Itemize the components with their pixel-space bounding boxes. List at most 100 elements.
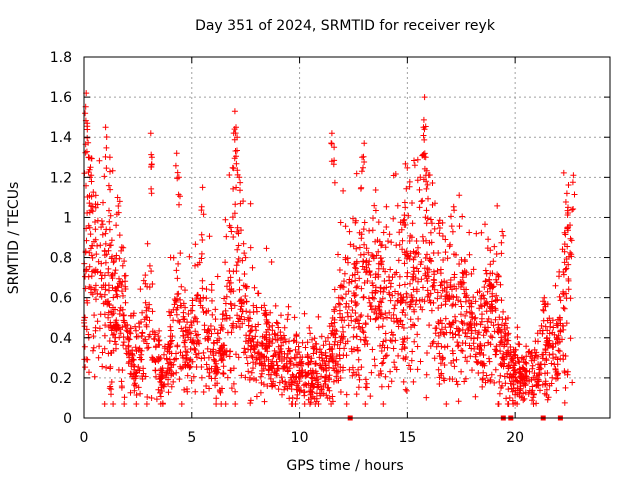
data-point xyxy=(196,259,203,266)
data-point xyxy=(295,349,302,356)
data-point xyxy=(426,322,433,329)
data-point xyxy=(309,343,316,350)
data-point xyxy=(412,301,419,308)
data-point xyxy=(466,251,473,258)
data-point xyxy=(184,331,191,338)
data-point xyxy=(553,354,559,361)
data-point xyxy=(128,371,135,378)
data-point xyxy=(405,253,412,259)
data-point xyxy=(434,289,441,296)
data-point xyxy=(242,374,249,381)
data-point xyxy=(278,312,284,319)
data-point xyxy=(116,307,123,314)
data-point xyxy=(354,347,361,354)
data-point xyxy=(544,317,551,324)
data-point xyxy=(106,302,113,309)
data-point xyxy=(523,360,530,367)
data-point xyxy=(106,154,113,161)
data-point xyxy=(291,337,298,344)
data-point xyxy=(148,190,155,197)
data-point xyxy=(528,357,535,364)
data-point xyxy=(261,398,268,405)
data-point xyxy=(414,156,421,163)
data-point xyxy=(112,285,119,292)
data-point xyxy=(424,350,430,356)
data-point xyxy=(421,136,428,143)
data-point xyxy=(107,186,114,193)
data-point xyxy=(113,222,120,229)
data-point xyxy=(97,311,104,318)
data-point xyxy=(333,353,340,360)
data-point xyxy=(192,328,199,335)
data-point xyxy=(127,325,134,332)
data-point xyxy=(248,352,255,359)
data-point xyxy=(436,225,443,231)
data-point xyxy=(557,320,564,327)
data-point xyxy=(220,363,227,370)
data-point xyxy=(93,296,99,303)
data-point xyxy=(273,370,280,377)
data-point xyxy=(107,363,114,370)
data-point xyxy=(380,315,387,322)
data-point xyxy=(277,329,284,336)
data-point xyxy=(97,291,104,298)
data-point xyxy=(376,307,383,314)
data-point xyxy=(164,365,171,372)
data-point xyxy=(348,348,355,355)
data-point xyxy=(226,280,233,286)
data-point xyxy=(489,270,496,277)
data-point xyxy=(411,308,418,315)
data-point xyxy=(330,331,337,338)
data-point xyxy=(434,267,441,274)
data-point xyxy=(263,345,269,352)
data-point xyxy=(102,124,109,131)
data-point xyxy=(186,253,193,260)
data-point xyxy=(422,214,429,221)
data-point xyxy=(328,320,335,327)
data-point xyxy=(92,226,99,233)
data-point xyxy=(140,370,147,377)
data-point xyxy=(561,305,568,312)
data-point xyxy=(439,233,446,239)
data-point xyxy=(306,324,313,331)
data-point xyxy=(115,325,122,332)
data-point xyxy=(148,268,155,275)
data-point xyxy=(400,355,407,362)
data-point xyxy=(83,297,90,304)
data-point xyxy=(399,246,406,253)
data-point xyxy=(347,241,354,248)
data-point xyxy=(491,379,498,386)
data-point xyxy=(542,347,549,354)
data-point xyxy=(337,314,344,321)
data-point xyxy=(508,356,515,363)
data-point xyxy=(224,329,231,336)
data-point xyxy=(505,315,511,321)
data-point xyxy=(157,375,164,382)
data-point xyxy=(373,310,380,317)
data-point xyxy=(431,271,438,278)
data-point xyxy=(564,371,571,378)
data-point xyxy=(437,270,444,277)
data-point xyxy=(322,338,329,345)
data-point xyxy=(367,303,374,310)
data-point xyxy=(567,335,574,342)
data-point xyxy=(203,286,210,293)
data-point xyxy=(223,233,230,240)
data-point xyxy=(96,325,103,332)
data-point xyxy=(387,297,394,304)
data-point xyxy=(140,277,147,284)
data-point xyxy=(487,285,493,292)
data-point xyxy=(206,233,213,240)
data-point xyxy=(380,355,387,362)
data-point xyxy=(305,361,312,368)
data-point xyxy=(400,378,407,385)
data-point xyxy=(335,294,342,301)
chart-title: Day 351 of 2024, SRMTID for receiver rey… xyxy=(195,18,496,34)
data-point xyxy=(435,305,442,311)
data-point xyxy=(168,350,175,357)
data-point xyxy=(356,376,363,383)
data-point xyxy=(252,323,259,330)
data-point xyxy=(472,327,479,334)
data-point xyxy=(362,320,369,327)
data-point xyxy=(219,357,226,364)
